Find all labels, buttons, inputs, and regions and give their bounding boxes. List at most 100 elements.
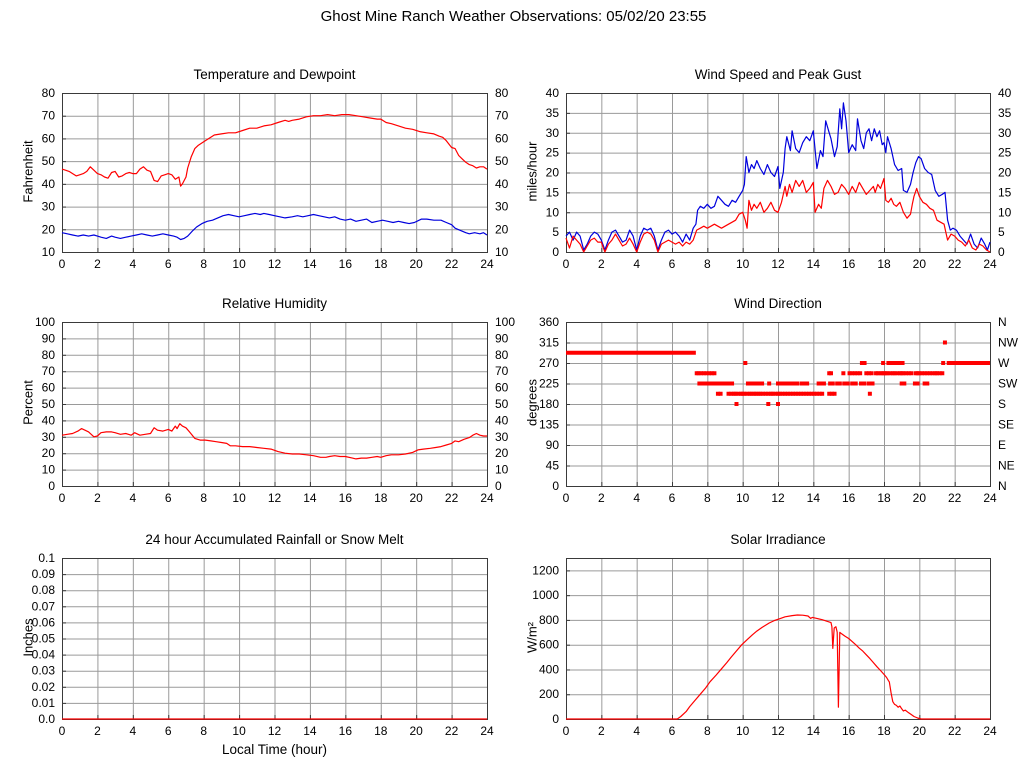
scatter-point — [734, 402, 739, 406]
scatter-point — [922, 381, 927, 386]
chart-wind-direction: 0 2 4 6 8 10 12 14 16 18 20 22 240459013518022527031… — [539, 315, 1019, 505]
svg-text:50: 50 — [42, 154, 56, 168]
scatter-point — [704, 371, 709, 376]
scatter-point — [842, 381, 847, 386]
scatter-point — [912, 381, 917, 386]
svg-text:6: 6 — [165, 257, 172, 271]
svg-text:315: 315 — [539, 336, 559, 350]
svg-text:6: 6 — [165, 724, 172, 738]
scatter-point — [827, 391, 832, 396]
svg-text:14: 14 — [807, 491, 821, 505]
svg-text:8: 8 — [200, 257, 207, 271]
scatter-point — [707, 381, 712, 386]
scatter-point — [817, 391, 822, 396]
svg-text:90: 90 — [495, 331, 509, 345]
scatter-point — [770, 391, 775, 396]
scatter-point — [889, 361, 894, 365]
chart-relative-humidity: 0 2 4 6 8 10 12 14 16 18 20 22 240102030405060708090… — [35, 315, 515, 505]
svg-text:12: 12 — [268, 724, 282, 738]
svg-text:8: 8 — [704, 724, 711, 738]
scatter-point — [935, 371, 939, 376]
scatter-point — [715, 381, 720, 386]
scatter-point — [866, 381, 871, 386]
scatter-point — [892, 371, 897, 376]
scatter-point — [850, 371, 855, 376]
svg-text:0.0: 0.0 — [38, 712, 55, 726]
svg-text:0: 0 — [552, 245, 559, 259]
scatter-point — [941, 361, 946, 365]
svg-text:18: 18 — [877, 257, 891, 271]
scatter-point — [821, 381, 826, 386]
svg-text:270: 270 — [539, 356, 559, 370]
scatter-point — [927, 371, 932, 376]
svg-text:30: 30 — [42, 430, 56, 444]
svg-text:20: 20 — [409, 491, 423, 505]
scatter-point — [859, 361, 864, 365]
scatter-point — [885, 371, 890, 376]
svg-text:800: 800 — [539, 613, 559, 627]
svg-text:45: 45 — [546, 459, 560, 473]
chart-wind-speed-peak-gust: 0 2 4 6 8 10 12 14 16 18 20 22 240510152025303540051… — [546, 86, 1012, 271]
scatter-point — [917, 371, 922, 376]
scatter-point — [749, 391, 754, 396]
svg-text:40: 40 — [42, 413, 56, 427]
svg-text:30: 30 — [998, 126, 1012, 140]
scatter-point — [805, 381, 810, 386]
chart-title-wind-speed-peak-gust: Wind Speed and Peak Gust — [694, 67, 862, 82]
svg-text:24: 24 — [480, 724, 494, 738]
scatter-point — [862, 361, 867, 365]
scatter-point — [726, 381, 731, 386]
scatter-point — [745, 381, 750, 386]
scatter-point — [701, 371, 706, 376]
scatter-point — [709, 371, 714, 376]
svg-text:2: 2 — [94, 491, 101, 505]
svg-text:16: 16 — [842, 257, 856, 271]
svg-text:18: 18 — [877, 724, 891, 738]
svg-text:8: 8 — [704, 257, 711, 271]
svg-text:200: 200 — [539, 687, 559, 701]
svg-text:15: 15 — [998, 185, 1012, 199]
scatter-point — [845, 381, 850, 386]
scatter-point — [796, 391, 801, 396]
scatter-point — [754, 381, 759, 386]
chart-title-temperature-dewpoint: Temperature and Dewpoint — [193, 67, 356, 82]
scatter-point — [925, 381, 930, 386]
svg-text:4: 4 — [129, 257, 136, 271]
svg-text:18: 18 — [374, 724, 388, 738]
svg-text:14: 14 — [303, 491, 317, 505]
svg-text:24: 24 — [480, 491, 494, 505]
svg-text:0.02: 0.02 — [32, 680, 56, 694]
scatter-point — [776, 381, 780, 386]
scatter-point — [919, 371, 924, 376]
scatter-point — [895, 371, 900, 376]
svg-text:12: 12 — [268, 491, 282, 505]
svg-text:30: 30 — [42, 200, 56, 214]
scatter-point — [702, 381, 707, 386]
svg-text:30: 30 — [495, 430, 509, 444]
scatter-point — [699, 371, 704, 376]
svg-text:24: 24 — [983, 724, 997, 738]
svg-text:70: 70 — [495, 364, 509, 378]
series-dewpoint — [61, 212, 488, 241]
scatter-point — [814, 391, 819, 396]
scatter-point — [790, 381, 795, 386]
scatter-point — [787, 381, 792, 386]
scatter-point — [809, 391, 814, 396]
svg-text:8: 8 — [200, 724, 207, 738]
svg-text:10: 10 — [736, 491, 750, 505]
scatter-point — [864, 371, 869, 376]
scatter-point — [780, 391, 785, 396]
svg-text:60: 60 — [42, 131, 56, 145]
svg-text:0.01: 0.01 — [32, 696, 56, 710]
series-temperature — [61, 113, 488, 187]
svg-text:0: 0 — [563, 491, 570, 505]
scatter-point — [870, 381, 875, 386]
scatter-point — [709, 381, 714, 386]
svg-text:90: 90 — [546, 438, 560, 452]
svg-text:30: 30 — [495, 200, 509, 214]
svg-text:100: 100 — [495, 315, 515, 329]
svg-text:E: E — [998, 438, 1006, 452]
scatter-point — [866, 371, 871, 376]
svg-text:22: 22 — [948, 257, 962, 271]
scatter-point — [909, 371, 914, 376]
